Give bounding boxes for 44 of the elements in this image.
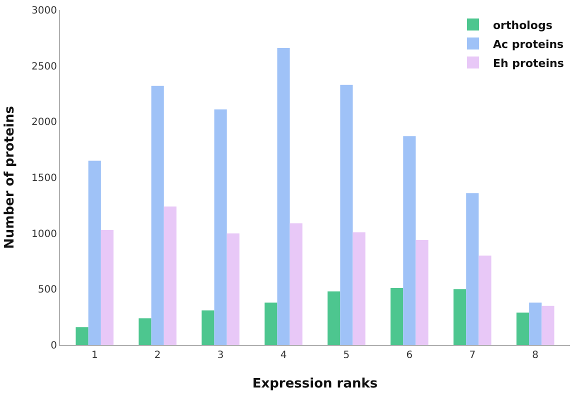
- bar: [403, 136, 416, 345]
- legend-label: Ac proteins: [493, 38, 564, 51]
- legend-label: orthologs: [493, 18, 553, 32]
- bar: [290, 223, 302, 345]
- x-tick-label: 2: [154, 350, 161, 361]
- y-tick-label: 0: [50, 340, 57, 352]
- bar: [416, 240, 428, 345]
- y-tick-label: 1000: [32, 228, 57, 240]
- y-tick-label: 500: [38, 284, 57, 296]
- bar: [340, 84, 353, 345]
- bar: [202, 310, 214, 345]
- y-tick-label: 2500: [32, 61, 57, 72]
- y-tick-label: 3000: [32, 6, 57, 16]
- bar: [164, 206, 176, 345]
- bar: [226, 233, 240, 345]
- bar: [138, 318, 152, 345]
- y-axis-title: Number of proteins: [2, 106, 18, 249]
- bar: [277, 48, 290, 345]
- x-tick-label: 1: [91, 350, 98, 361]
- legend-label: Eh proteins: [493, 56, 564, 70]
- bar: [214, 109, 227, 345]
- x-tick-label: 3: [217, 350, 224, 361]
- bar: [454, 289, 466, 345]
- bar: [151, 86, 164, 345]
- bar: [478, 256, 492, 345]
- y-tick-label: 2000: [32, 117, 57, 128]
- bar: [466, 193, 479, 345]
- bar: [88, 160, 101, 345]
- bar: [264, 302, 278, 345]
- x-axis-title: Expression ranks: [252, 376, 378, 392]
- bar: [542, 306, 554, 345]
- bar: [328, 291, 340, 345]
- x-tick-label: 6: [406, 350, 413, 361]
- y-tick-label: 1500: [32, 173, 57, 184]
- bar: [100, 230, 114, 345]
- bar: [76, 327, 88, 345]
- bar: [516, 312, 530, 345]
- x-tick-label: 7: [469, 350, 476, 361]
- bar: [529, 302, 542, 345]
- x-tick-label: 5: [343, 350, 350, 361]
- x-tick-label: 8: [532, 350, 539, 361]
- bar: [352, 232, 366, 345]
- x-tick-label: 4: [280, 350, 287, 361]
- bar: [390, 288, 404, 345]
